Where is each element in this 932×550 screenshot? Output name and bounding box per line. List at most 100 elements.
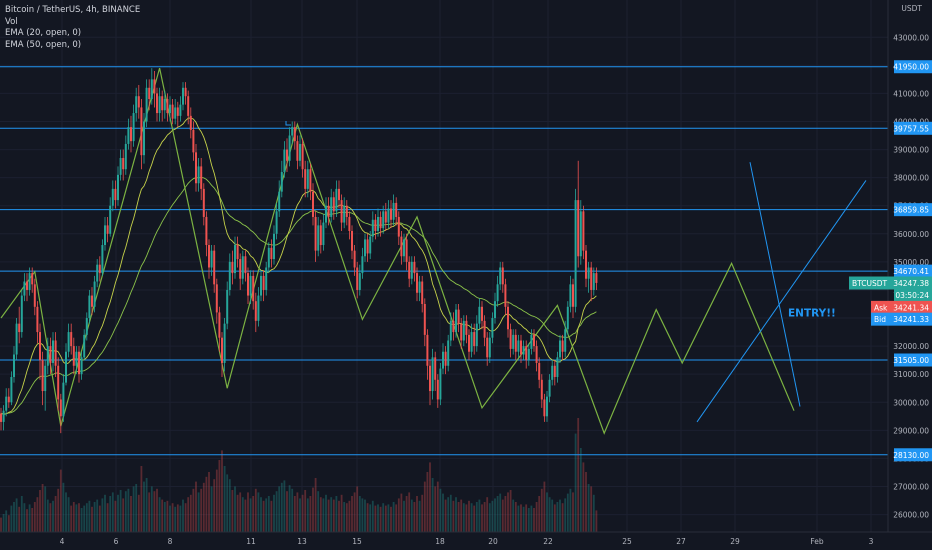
volume-bar bbox=[566, 493, 569, 532]
candle-body bbox=[49, 346, 52, 363]
candle-body bbox=[101, 245, 104, 274]
volume-bar bbox=[161, 499, 164, 532]
candle-body bbox=[499, 267, 502, 285]
candle-body bbox=[260, 275, 262, 296]
candle-body bbox=[241, 256, 244, 279]
candle-body bbox=[429, 365, 431, 392]
volume-bar bbox=[488, 503, 491, 532]
volume-bar bbox=[546, 492, 548, 532]
candle-body bbox=[351, 230, 353, 251]
y-tick-label: 39000.00 bbox=[893, 146, 929, 155]
candle-body bbox=[13, 354, 15, 377]
candle-body bbox=[221, 337, 223, 363]
x-tick-label: 29 bbox=[730, 537, 740, 546]
legend-vol[interactable]: Vol bbox=[5, 16, 18, 27]
candle-body bbox=[36, 306, 39, 333]
candle-body bbox=[369, 236, 372, 254]
legend-ema20[interactable]: EMA (20, open, 0) bbox=[5, 28, 82, 38]
volume-bar bbox=[57, 488, 60, 532]
volume-bar bbox=[130, 496, 132, 532]
level-price-text: 34670.41 bbox=[893, 267, 929, 276]
entry-annotation: ENTRY!! bbox=[788, 308, 836, 320]
volume-bar bbox=[241, 497, 244, 532]
candle-body bbox=[5, 396, 8, 411]
candle-body bbox=[70, 332, 73, 347]
volume-bar bbox=[517, 505, 520, 532]
level-price-tag bbox=[894, 121, 932, 135]
volume-bar bbox=[543, 481, 546, 532]
volume-bar bbox=[358, 496, 361, 532]
candle-body bbox=[111, 188, 114, 206]
volume-bar bbox=[104, 494, 106, 532]
volume-bar bbox=[585, 472, 587, 532]
level-price-tag bbox=[894, 264, 932, 278]
candle-body bbox=[283, 149, 286, 173]
volume-bar bbox=[208, 472, 210, 532]
candle-body bbox=[33, 284, 36, 307]
volume-bar bbox=[460, 499, 463, 532]
volume-bar bbox=[504, 496, 507, 532]
volume-bar bbox=[364, 499, 366, 532]
volume-bar bbox=[62, 482, 65, 532]
volume-bar bbox=[296, 492, 299, 532]
candle-body bbox=[117, 174, 119, 201]
volume-bar bbox=[574, 433, 577, 532]
level-price-tag bbox=[894, 353, 932, 367]
volume-bar bbox=[184, 503, 187, 532]
volume-bar bbox=[148, 492, 151, 532]
candle-body bbox=[205, 216, 208, 246]
volume-bar bbox=[522, 506, 525, 532]
legend-ema50[interactable]: EMA (50, open, 0) bbox=[5, 39, 82, 50]
candle-body bbox=[522, 346, 525, 355]
candle-body bbox=[366, 239, 369, 254]
candle-body bbox=[93, 281, 96, 307]
marker-glyph bbox=[285, 121, 291, 126]
volume-bar bbox=[540, 488, 543, 532]
candles bbox=[0, 68, 598, 434]
candle-body bbox=[132, 113, 135, 142]
candle-body bbox=[520, 340, 522, 355]
candle-body bbox=[20, 295, 23, 333]
volume-bar bbox=[124, 491, 127, 532]
x-tick-label: 27 bbox=[676, 537, 686, 546]
candle-body bbox=[218, 312, 221, 338]
candle-body bbox=[478, 306, 481, 324]
candle-body bbox=[595, 273, 598, 283]
volume-bar bbox=[98, 505, 101, 532]
candle-body bbox=[496, 284, 499, 302]
volume-bar bbox=[590, 486, 593, 532]
candle-body bbox=[371, 219, 374, 237]
volume-bar bbox=[205, 476, 208, 532]
candle-body bbox=[65, 351, 67, 383]
volume-bar bbox=[332, 499, 335, 532]
legend-symbol[interactable]: Bitcoin / TetherUS, 4h, BINANCE bbox=[5, 5, 141, 15]
volume-bar bbox=[5, 510, 8, 532]
candle-body bbox=[421, 281, 424, 304]
candle-body bbox=[39, 332, 41, 361]
price-tag-label-box bbox=[871, 300, 894, 314]
candle-body bbox=[465, 320, 468, 335]
volume-bar bbox=[44, 486, 47, 532]
x-tick-label: 11 bbox=[246, 537, 256, 546]
volume-bar bbox=[525, 504, 528, 532]
level-price-text: 41950.00 bbox=[893, 63, 929, 72]
y-tick-label: 27000.00 bbox=[893, 482, 929, 491]
price-tag-label: BTCUSDT bbox=[852, 279, 888, 288]
volume-bar bbox=[70, 505, 73, 532]
candle-body bbox=[535, 346, 538, 363]
volume-bar bbox=[202, 482, 205, 532]
volume-bar bbox=[163, 502, 166, 532]
volume-bar bbox=[197, 492, 200, 532]
y-tick-label: 38000.00 bbox=[893, 174, 929, 183]
candle-body bbox=[345, 205, 348, 217]
candle-body bbox=[525, 346, 528, 361]
volume-bar bbox=[288, 485, 291, 532]
candle-body bbox=[127, 127, 130, 144]
candle-body bbox=[182, 87, 184, 105]
price-tag-label-box bbox=[849, 276, 894, 290]
candle-body bbox=[228, 261, 231, 290]
candle-body bbox=[361, 256, 364, 274]
volume-bar bbox=[267, 496, 270, 532]
candle-body bbox=[83, 334, 86, 358]
